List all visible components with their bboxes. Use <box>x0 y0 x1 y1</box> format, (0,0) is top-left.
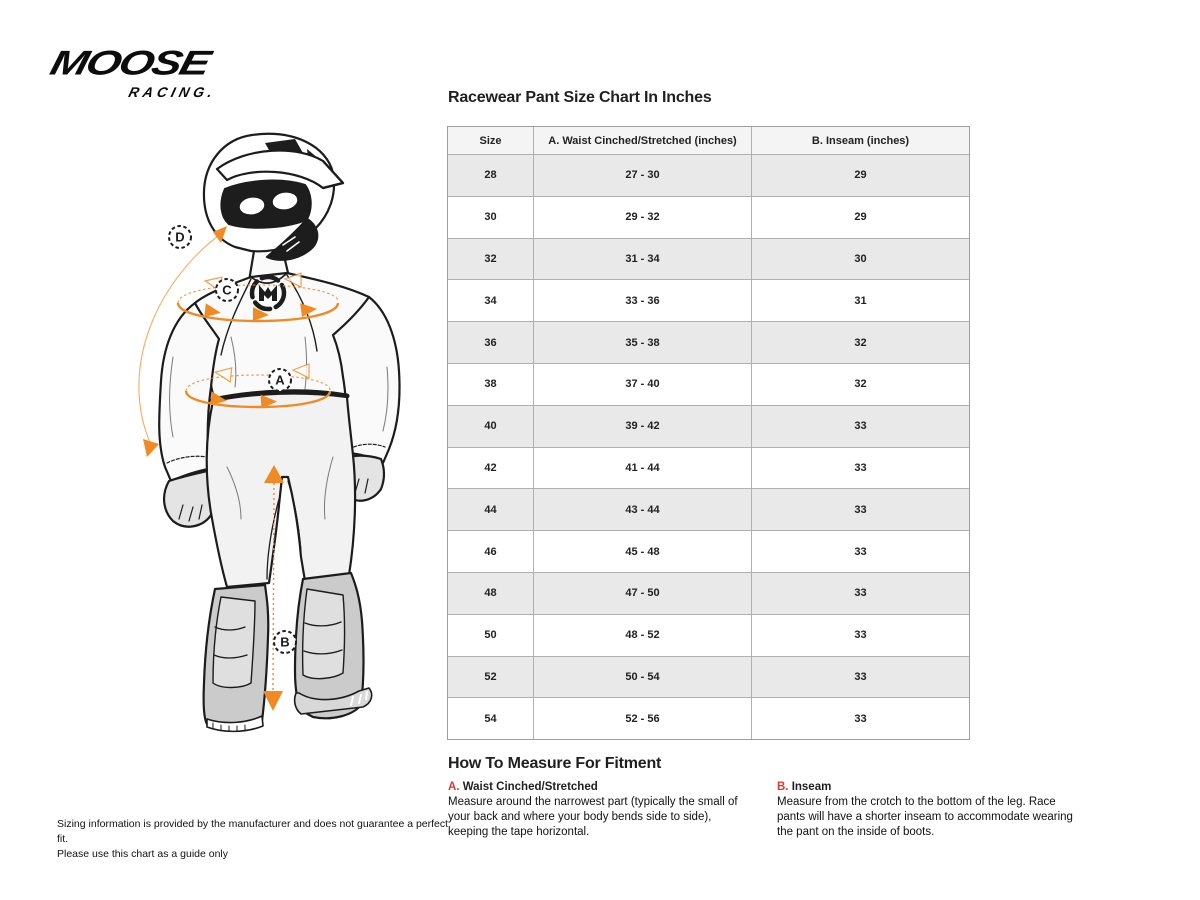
rider-measurement-diagram: D C A B <box>55 127 425 747</box>
cell-waist: 27 - 30 <box>533 155 751 196</box>
cell-size: 36 <box>484 336 497 349</box>
cell-inseam: 30 <box>751 238 969 280</box>
table-row: 36 35 - 38 32 <box>448 321 969 363</box>
marker-d: D <box>168 225 192 249</box>
cell-inseam: 33 <box>751 447 969 489</box>
logo-brand-text: MOOSE <box>46 44 213 83</box>
cell-inseam: 33 <box>751 531 969 572</box>
header-size: Size <box>479 134 502 147</box>
table-row: 28 27 - 30 29 <box>448 154 969 196</box>
cell-inseam: 29 <box>751 155 969 196</box>
measure-inseam-text: Measure from the crotch to the bottom of… <box>777 796 1073 838</box>
measure-item-waist: A. Waist Cinched/Stretched Measure aroun… <box>448 780 740 840</box>
table-row: 34 33 - 36 31 <box>448 279 969 322</box>
cell-size: 48 <box>484 587 497 600</box>
marker-c: C <box>215 278 239 302</box>
cell-waist: 45 - 48 <box>533 531 751 572</box>
cell-waist: 37 - 40 <box>533 363 751 405</box>
cell-inseam: 33 <box>751 572 969 614</box>
table-body: 28 27 - 30 29 30 29 - 32 29 32 31 - 34 3… <box>448 154 969 740</box>
disclaimer-line2: Please use this chart as a guide only <box>57 848 229 860</box>
cell-size: 30 <box>484 211 497 224</box>
cell-size: 28 <box>484 169 497 182</box>
table-row: 30 29 - 32 29 <box>448 195 969 238</box>
cell-waist: 50 - 54 <box>533 656 751 698</box>
cell-inseam: 33 <box>751 614 969 656</box>
cell-waist: 29 - 32 <box>533 196 751 238</box>
cell-waist: 31 - 34 <box>533 238 751 280</box>
cell-waist: 41 - 44 <box>533 447 751 489</box>
sizing-disclaimer: Sizing information is provided by the ma… <box>57 817 457 862</box>
page-title: Racewear Pant Size Chart In Inches <box>448 89 712 106</box>
header-inseam: B. Inseam (inches) <box>751 127 969 154</box>
table-row: 54 52 - 56 33 <box>448 697 969 740</box>
cell-waist: 52 - 56 <box>533 698 751 740</box>
cell-inseam: 33 <box>751 698 969 740</box>
measure-waist-heading: A. Waist Cinched/Stretched <box>448 780 740 795</box>
table-row: 38 37 - 40 32 <box>448 362 969 405</box>
disclaimer-line1: Sizing information is provided by the ma… <box>57 818 449 845</box>
sleeve-measure-arc <box>138 226 227 457</box>
table-row: 50 48 - 52 33 <box>448 613 969 656</box>
cell-size: 42 <box>484 461 497 474</box>
cell-size: 40 <box>484 420 497 433</box>
measure-waist-text: Measure around the narrowest part (typic… <box>448 796 738 838</box>
table-row: 48 47 - 50 33 <box>448 571 969 614</box>
table-row: 52 50 - 54 33 <box>448 655 969 698</box>
table-row: 44 43 - 44 33 <box>448 488 969 531</box>
rider-illustration: D C A B <box>138 132 401 733</box>
measurement-annotations: D C A B <box>138 225 340 711</box>
table-row: 32 31 - 34 30 <box>448 237 969 280</box>
cell-size: 34 <box>484 294 497 307</box>
marker-a-label: A <box>275 373 285 388</box>
howto-heading: How To Measure For Fitment <box>448 755 662 772</box>
cell-size: 52 <box>484 670 497 683</box>
cell-size: 44 <box>484 503 497 516</box>
table-row: 46 45 - 48 33 <box>448 530 969 572</box>
size-chart-table: Size A. Waist Cinched/Stretched (inches)… <box>447 126 970 741</box>
inseam-measure-line <box>263 465 284 711</box>
cell-inseam: 32 <box>751 363 969 405</box>
cell-waist: 47 - 50 <box>533 572 751 614</box>
cell-size: 38 <box>484 378 497 391</box>
cell-inseam: 32 <box>751 322 969 363</box>
marker-b: B <box>273 630 297 654</box>
moose-chest-logo <box>249 274 287 312</box>
cell-size: 32 <box>484 252 497 265</box>
table-row: 42 41 - 44 33 <box>448 446 969 489</box>
cell-waist: 35 - 38 <box>533 322 751 363</box>
header-waist: A. Waist Cinched/Stretched (inches) <box>533 127 751 154</box>
cell-inseam: 29 <box>751 196 969 238</box>
cell-size: 46 <box>484 545 497 558</box>
cell-size: 50 <box>484 629 497 642</box>
cell-waist: 48 - 52 <box>533 614 751 656</box>
cell-waist: 43 - 44 <box>533 489 751 531</box>
cell-inseam: 33 <box>751 489 969 531</box>
measure-item-inseam: B. Inseam Measure from the crotch to the… <box>777 780 1077 840</box>
measure-inseam-name: Inseam <box>788 781 832 793</box>
logo-sub-text: RACING. <box>127 84 219 100</box>
helmet <box>202 132 345 261</box>
cell-inseam: 31 <box>751 280 969 322</box>
measure-waist-letter: A. <box>448 781 460 793</box>
cell-inseam: 33 <box>751 656 969 698</box>
waist-measure-ellipse <box>184 363 332 409</box>
moose-racing-logo: MOOSE RACING. <box>46 44 255 108</box>
measure-waist-name: Waist Cinched/Stretched <box>459 781 598 793</box>
marker-b-label: B <box>280 635 289 650</box>
marker-c-label: C <box>222 283 232 298</box>
cell-waist: 33 - 36 <box>533 280 751 322</box>
marker-d-label: D <box>175 230 184 245</box>
table-row: 40 39 - 42 33 <box>448 404 969 447</box>
table-header-row: Size A. Waist Cinched/Stretched (inches)… <box>448 127 969 154</box>
measure-inseam-letter: B. <box>777 781 789 793</box>
cell-waist: 39 - 42 <box>533 405 751 447</box>
cell-inseam: 33 <box>751 405 969 447</box>
cell-size: 54 <box>484 712 497 725</box>
measure-inseam-heading: B. Inseam <box>777 780 1077 795</box>
marker-a: A <box>268 368 292 392</box>
